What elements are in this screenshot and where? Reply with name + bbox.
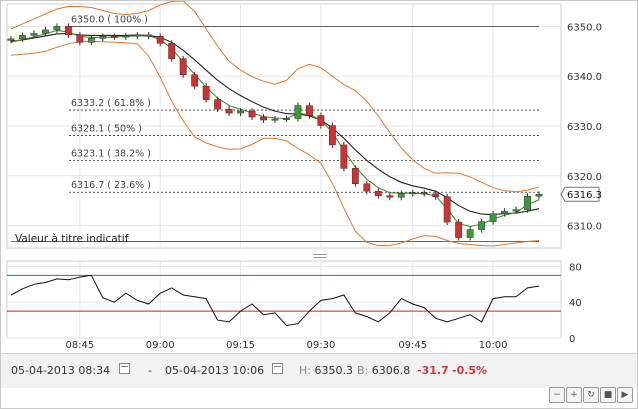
candle-body — [19, 35, 26, 40]
price-series-line — [10, 1, 540, 193]
candle-body — [443, 196, 451, 223]
candle-body — [225, 108, 233, 114]
candle-body — [110, 36, 118, 38]
fib-level-label: 6323.1 ( 38.2% ) — [71, 148, 151, 159]
candle-body — [145, 34, 153, 37]
price-tick-label: 6330.0 — [567, 122, 602, 133]
oscillator-panel: 0 40 80 — [6, 260, 582, 345]
high-label: H: — [299, 364, 311, 377]
oscillator-line — [10, 274, 540, 327]
candle-body — [420, 192, 428, 195]
candle-body — [53, 26, 61, 31]
time-tick-label: 09:45 — [398, 340, 427, 351]
candle-body — [237, 110, 244, 114]
osc-tick-label: 80 — [569, 262, 582, 273]
candle-body — [306, 105, 313, 116]
candle-body — [30, 33, 38, 36]
candle-body — [271, 118, 279, 121]
zoom-out-button[interactable]: − — [549, 387, 565, 403]
price-tick-label: 6340.0 — [567, 72, 602, 83]
candle-body — [214, 99, 222, 110]
reset-button[interactable]: ■ — [600, 387, 616, 403]
status-bar: 05-04-2013 08:34 - 05-04-2013 10:06 H: 6… — [1, 353, 637, 388]
time-tick-label: 10:00 — [479, 340, 508, 351]
candle-body — [133, 34, 141, 37]
fib-level-label: 6316.7 ( 23.6% ) — [71, 180, 151, 191]
candle-body — [397, 193, 405, 198]
candle-body — [42, 29, 49, 34]
candle-body — [466, 229, 474, 238]
candle-body — [432, 193, 440, 197]
candle-body — [535, 193, 543, 197]
refresh-button[interactable]: ↻ — [583, 387, 599, 403]
last-price-label: 6316.3 — [567, 190, 602, 201]
candle-body — [87, 38, 95, 43]
high-value: 6350.3 — [314, 364, 353, 377]
osc-tick-label: 0 — [569, 334, 575, 345]
candle-body — [191, 74, 199, 87]
candle-body — [76, 34, 84, 43]
candle-body — [455, 221, 463, 238]
low-label: B: — [357, 364, 369, 377]
candle-body — [122, 35, 130, 38]
candle-body — [328, 125, 336, 146]
time-tick-label: 08:45 — [65, 340, 94, 351]
panel-splitter-handle[interactable] — [311, 251, 329, 258]
candle-body — [512, 209, 520, 212]
price-series-line — [10, 40, 540, 247]
candle-body — [260, 116, 267, 121]
end-datetime: 05-04-2013 10:06 — [165, 364, 265, 377]
candle-body — [524, 195, 531, 210]
candle-body — [283, 118, 290, 120]
price-tick-label: 6320.0 — [567, 172, 602, 183]
candle-body — [248, 110, 256, 118]
time-tick-label: 09:30 — [306, 340, 335, 351]
osc-tick-label: 40 — [569, 298, 582, 309]
time-tick-label: 09:00 — [146, 340, 175, 351]
start-datetime: 05-04-2013 08:34 — [11, 364, 111, 377]
candle-body — [179, 58, 187, 75]
candle-body — [64, 26, 72, 36]
price-tick-label: 6350.0 — [567, 22, 602, 33]
candle-body — [156, 36, 164, 44]
end-calendar-icon[interactable] — [272, 363, 283, 374]
last-price-tag: 6316.3 — [560, 186, 602, 202]
candle-body — [374, 190, 382, 196]
price-tick-label: 6310.0 — [567, 222, 602, 233]
fib-level-label: 6333.2 ( 61.8% ) — [71, 98, 151, 109]
candle-body — [409, 192, 417, 195]
low-value: 6306.8 — [371, 364, 411, 377]
candle-body — [317, 115, 325, 126]
price-series-line — [10, 32, 540, 216]
fib-level-label: 6350.0 ( 100% ) — [71, 14, 148, 25]
fib-level-label: 6328.1 ( 50% ) — [71, 123, 142, 134]
price-panel: 6310.0 6320.0 6330.0 6340.0 6350.0 6350.0 ( 1… — [6, 1, 602, 249]
candle-body — [202, 85, 210, 100]
candle-body — [294, 105, 302, 119]
candle-body — [501, 210, 508, 214]
start-calendar-icon[interactable] — [119, 363, 130, 374]
candle-body — [168, 43, 176, 60]
time-axis: 08:45 09:00 09:15 09:30 09:45 10:00 — [65, 340, 507, 351]
next-button[interactable]: ▶ — [617, 387, 633, 403]
candle-body — [7, 38, 15, 41]
chart-area[interactable]: 6310.0 6320.0 6330.0 6340.0 6350.0 6350.0 ( 1… — [1, 1, 637, 353]
change-percent: -0.5% — [452, 364, 488, 377]
candle-body — [478, 221, 486, 230]
time-tick-label: 09:15 — [226, 340, 255, 351]
candle-body — [351, 168, 359, 185]
change-value: -31.7 — [417, 364, 449, 377]
chart-controls: − + ↻ ■ ▶ — [548, 387, 633, 407]
candle-body — [489, 213, 497, 222]
oscillator-plot-frame — [6, 260, 562, 339]
candle-body — [386, 195, 394, 198]
candle-body — [340, 144, 348, 169]
date-separator: - — [148, 364, 152, 377]
indicative-value-note: Valeur à titre indicatif — [15, 233, 129, 245]
zoom-in-button[interactable]: + — [566, 387, 582, 403]
candle-body — [99, 36, 107, 39]
candle-body — [363, 183, 371, 192]
